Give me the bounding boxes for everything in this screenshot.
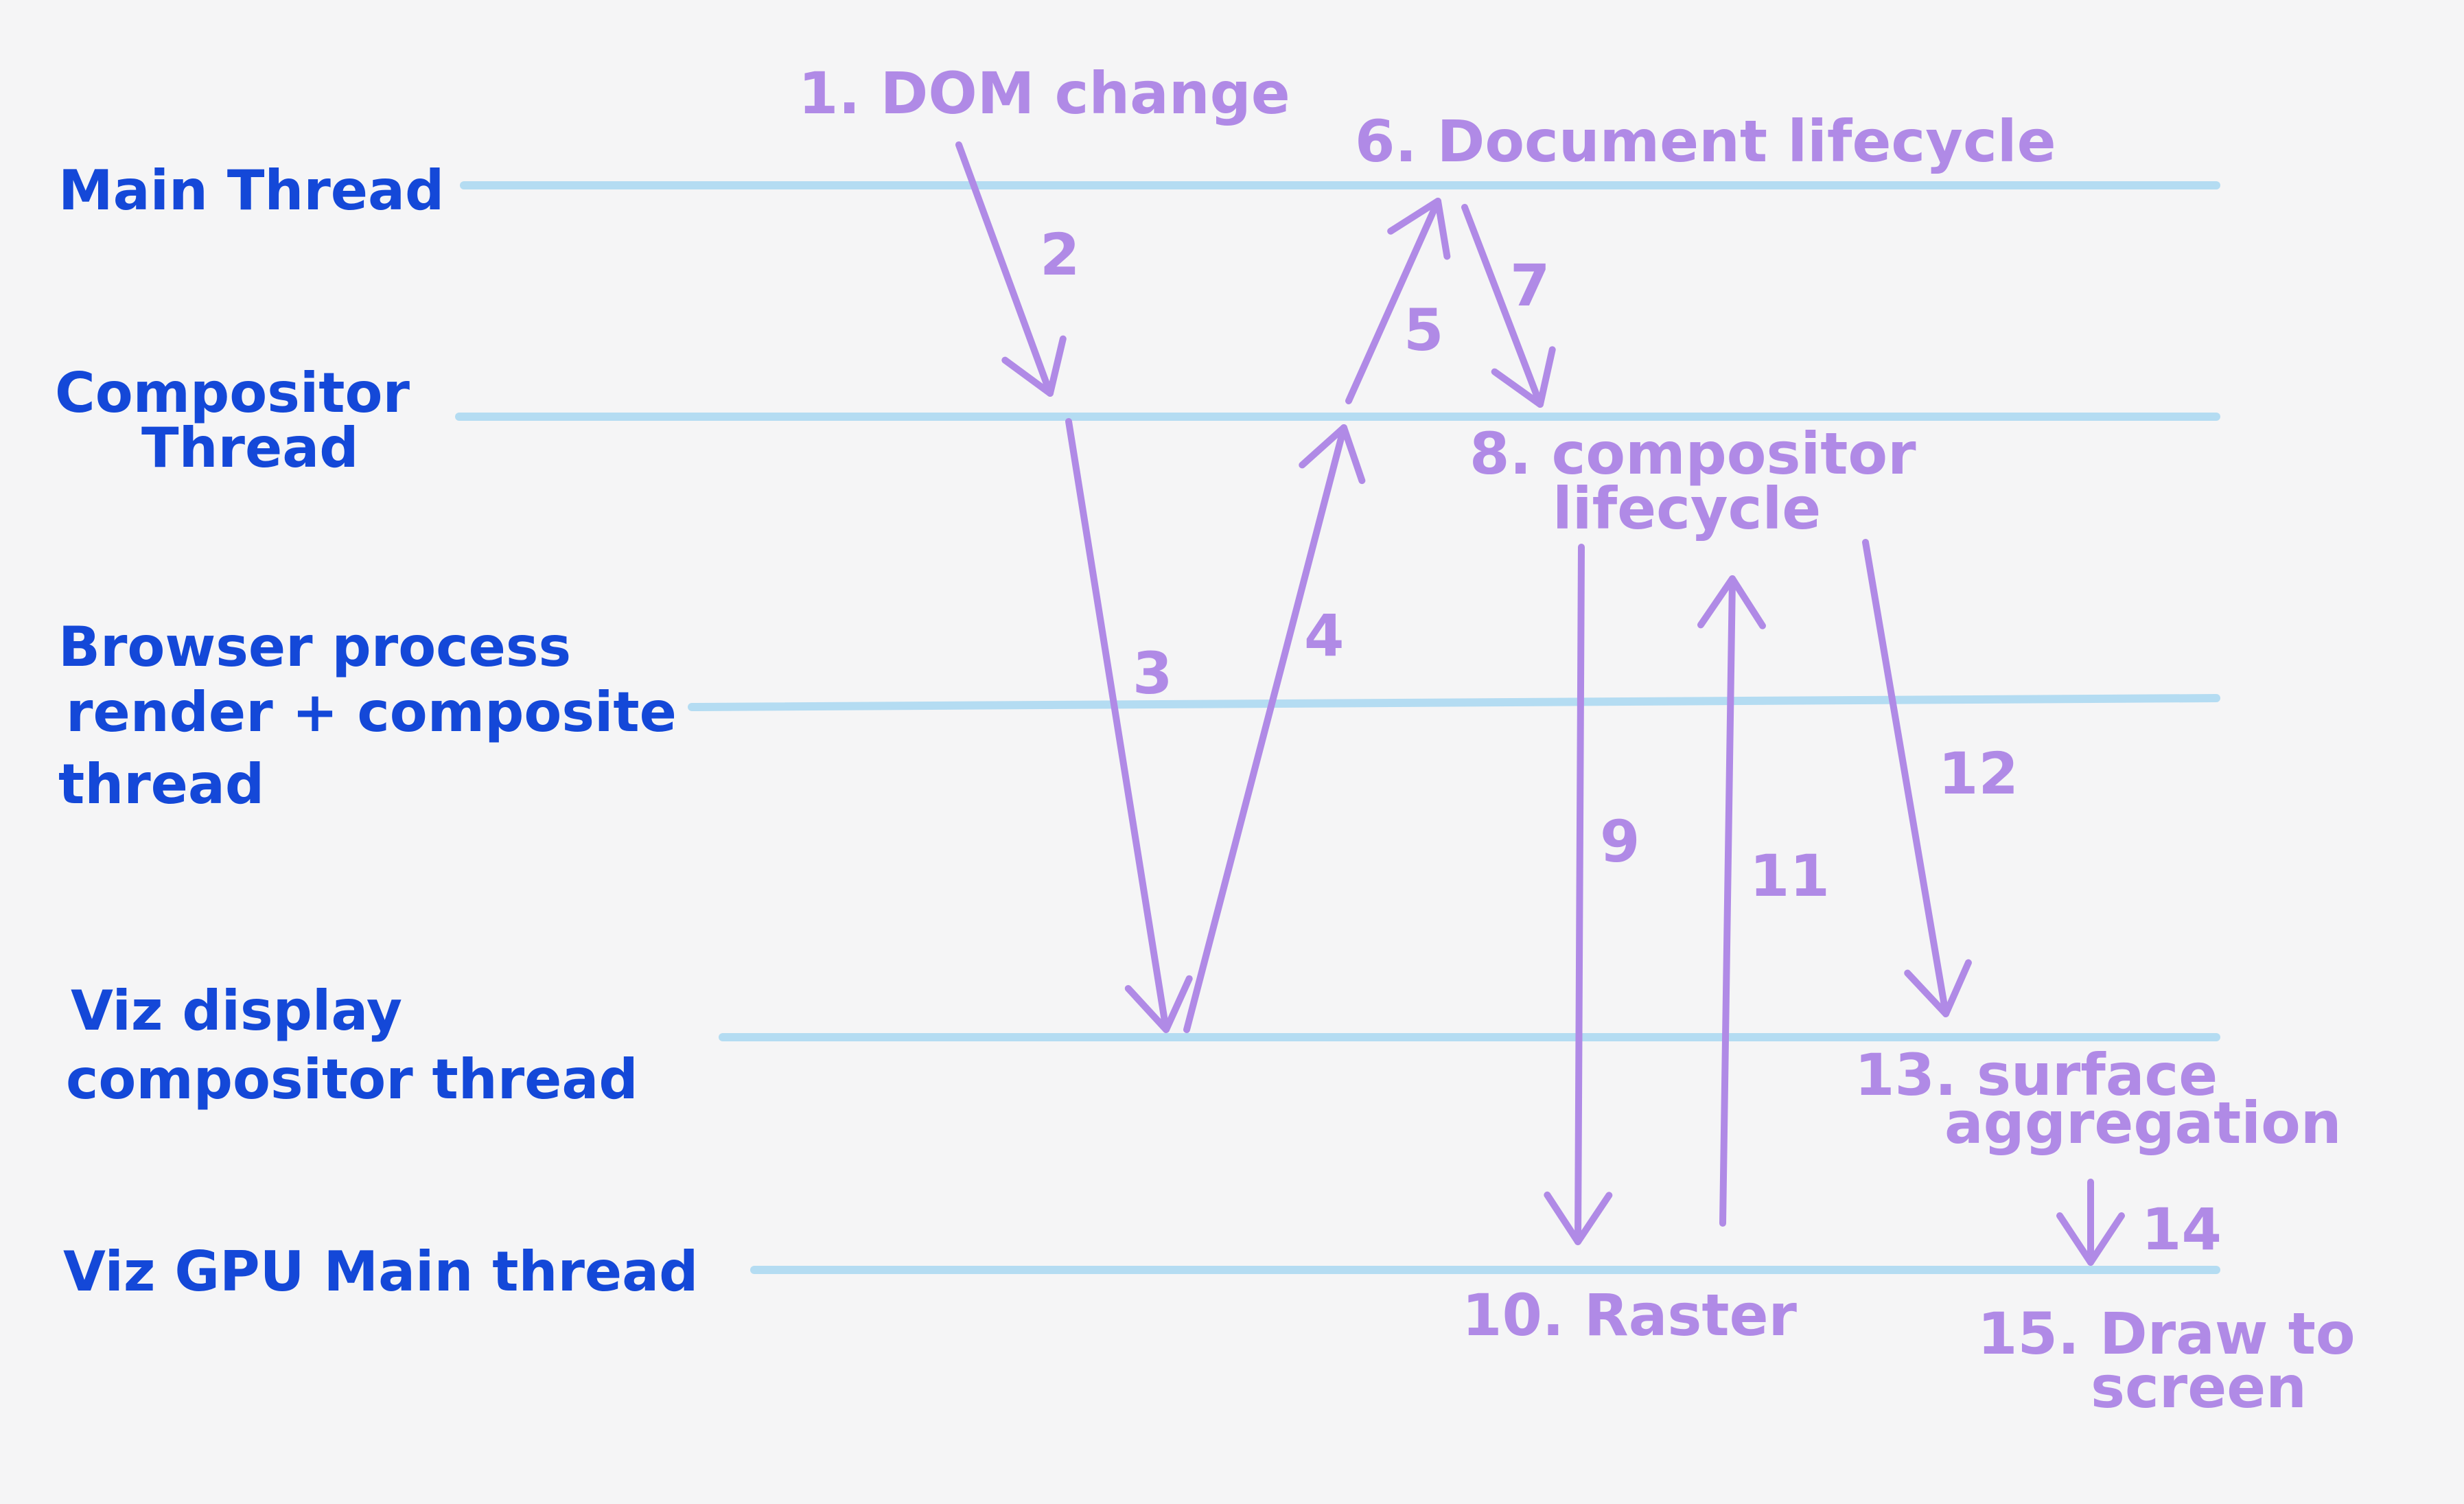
step-11-label: 11	[1750, 842, 1830, 910]
step-10-label: 10. Raster	[1462, 1282, 1798, 1349]
step-5-label: 5	[1404, 297, 1443, 364]
arrow-5	[1345, 198, 1451, 404]
step-4-label: 4	[1304, 602, 1344, 669]
lane-label-viz-gpu: Viz GPU Main thread	[63, 1240, 698, 1304]
lane-label-browser: thread	[58, 752, 264, 816]
step-3-label: 3	[1132, 640, 1172, 707]
step-8-label: lifecycle	[1553, 475, 1821, 542]
step-13-label: 13. surface	[1855, 1041, 2218, 1109]
arrow-11	[1697, 575, 1766, 1227]
step-9-label: 9	[1600, 808, 1640, 875]
lane-label-browser: render + composite	[66, 680, 677, 744]
arrow-4	[1183, 424, 1366, 1033]
step-12-label: 12	[1938, 740, 2019, 807]
arrow-3	[1065, 418, 1193, 1033]
step-6-label: 6. Document lifecycle	[1355, 108, 2056, 175]
arrow-9	[1544, 544, 1613, 1245]
lane-label-viz-display: Viz display	[71, 979, 402, 1043]
step-7-label: 7	[1510, 252, 1550, 319]
lane-label-compositor: Compositor	[55, 361, 410, 425]
arrow-2	[955, 141, 1067, 397]
step-15-label: screen	[2091, 1354, 2307, 1421]
lane-label-browser: Browser process	[58, 615, 571, 679]
step-13-label: aggregation	[1944, 1089, 2342, 1157]
lane-label-compositor: Thread	[141, 416, 358, 480]
step-8-label: 8. compositor	[1469, 420, 1916, 487]
step-1-label: 1. DOM change	[798, 60, 1290, 127]
step-2-label: 2	[1040, 221, 1080, 288]
arrow-7	[1461, 204, 1556, 408]
step-14-label: 14	[2141, 1196, 2222, 1263]
arrow-12	[1862, 539, 1972, 1017]
browser-thread-line	[688, 694, 2220, 711]
lane-label-main: Main Thread	[58, 159, 444, 222]
step-15-label: 15. Draw to	[1977, 1300, 2356, 1367]
lane-label-viz-display: compositor thread	[66, 1048, 638, 1111]
